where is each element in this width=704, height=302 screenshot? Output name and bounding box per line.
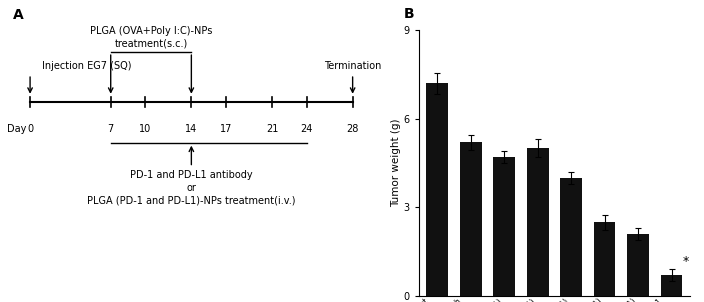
Text: PLGA (OVA+Poly I:C)-NPs
treatment(s.c.): PLGA (OVA+Poly I:C)-NPs treatment(s.c.) — [90, 26, 212, 48]
Text: A: A — [13, 8, 23, 22]
Text: Day: Day — [7, 124, 27, 133]
Text: 7: 7 — [108, 124, 114, 133]
Text: *: * — [682, 255, 689, 268]
Bar — [460, 143, 482, 296]
Y-axis label: Tumor weight (g): Tumor weight (g) — [391, 119, 401, 207]
Bar — [427, 83, 448, 296]
Text: Injection EG7 (SQ): Injection EG7 (SQ) — [42, 61, 131, 71]
Text: 21: 21 — [266, 124, 278, 133]
Bar — [593, 222, 615, 296]
Bar — [660, 275, 682, 296]
Text: 14: 14 — [185, 124, 198, 133]
Text: 10: 10 — [139, 124, 151, 133]
Text: 0: 0 — [27, 124, 33, 133]
Text: 24: 24 — [301, 124, 313, 133]
Bar — [494, 157, 515, 296]
Bar — [627, 234, 649, 296]
Text: 17: 17 — [220, 124, 232, 133]
Text: PD-1 and PD-L1 antibody
or
PLGA (PD-1 and PD-L1)-NPs treatment(i.v.): PD-1 and PD-L1 antibody or PLGA (PD-1 an… — [87, 170, 296, 205]
Text: 28: 28 — [346, 124, 359, 133]
Text: B: B — [404, 7, 415, 21]
Bar — [560, 178, 582, 296]
Bar — [527, 148, 548, 296]
Text: Termination: Termination — [324, 61, 382, 71]
